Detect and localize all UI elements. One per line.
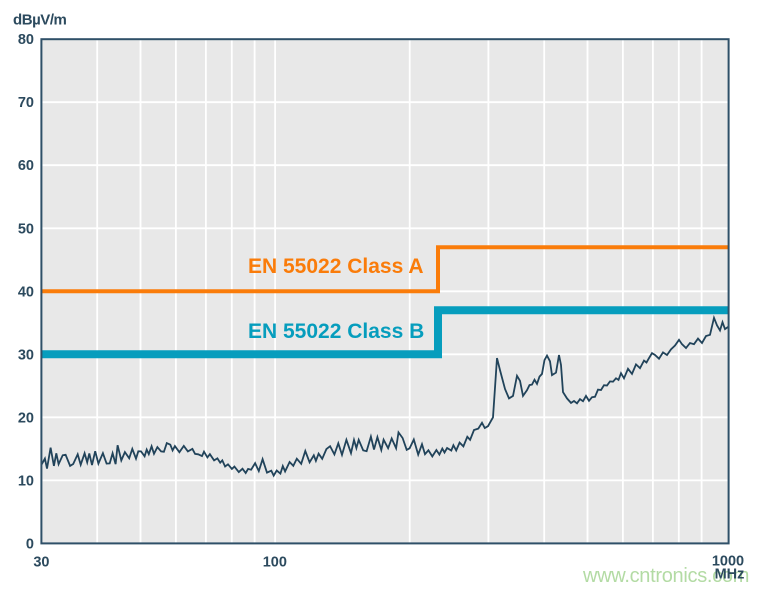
svg-text:60: 60: [18, 158, 34, 174]
svg-text:EN 55022 Class B: EN 55022 Class B: [248, 320, 424, 343]
svg-text:dBµV/m: dBµV/m: [13, 12, 67, 29]
svg-text:MHz: MHz: [715, 567, 745, 583]
svg-text:1000: 1000: [712, 554, 744, 570]
svg-text:30: 30: [18, 347, 34, 363]
svg-text:80: 80: [18, 32, 34, 48]
svg-text:EN 55022 Class A: EN 55022 Class A: [248, 255, 424, 278]
svg-text:100: 100: [263, 555, 287, 571]
svg-text:20: 20: [18, 410, 34, 426]
svg-text:30: 30: [33, 555, 49, 571]
svg-text:0: 0: [26, 536, 34, 552]
svg-text:10: 10: [18, 473, 34, 489]
svg-text:40: 40: [18, 284, 34, 300]
svg-text:www.cntronics.com: www.cntronics.com: [582, 565, 749, 587]
svg-text:70: 70: [18, 95, 34, 111]
svg-text:50: 50: [18, 221, 34, 237]
